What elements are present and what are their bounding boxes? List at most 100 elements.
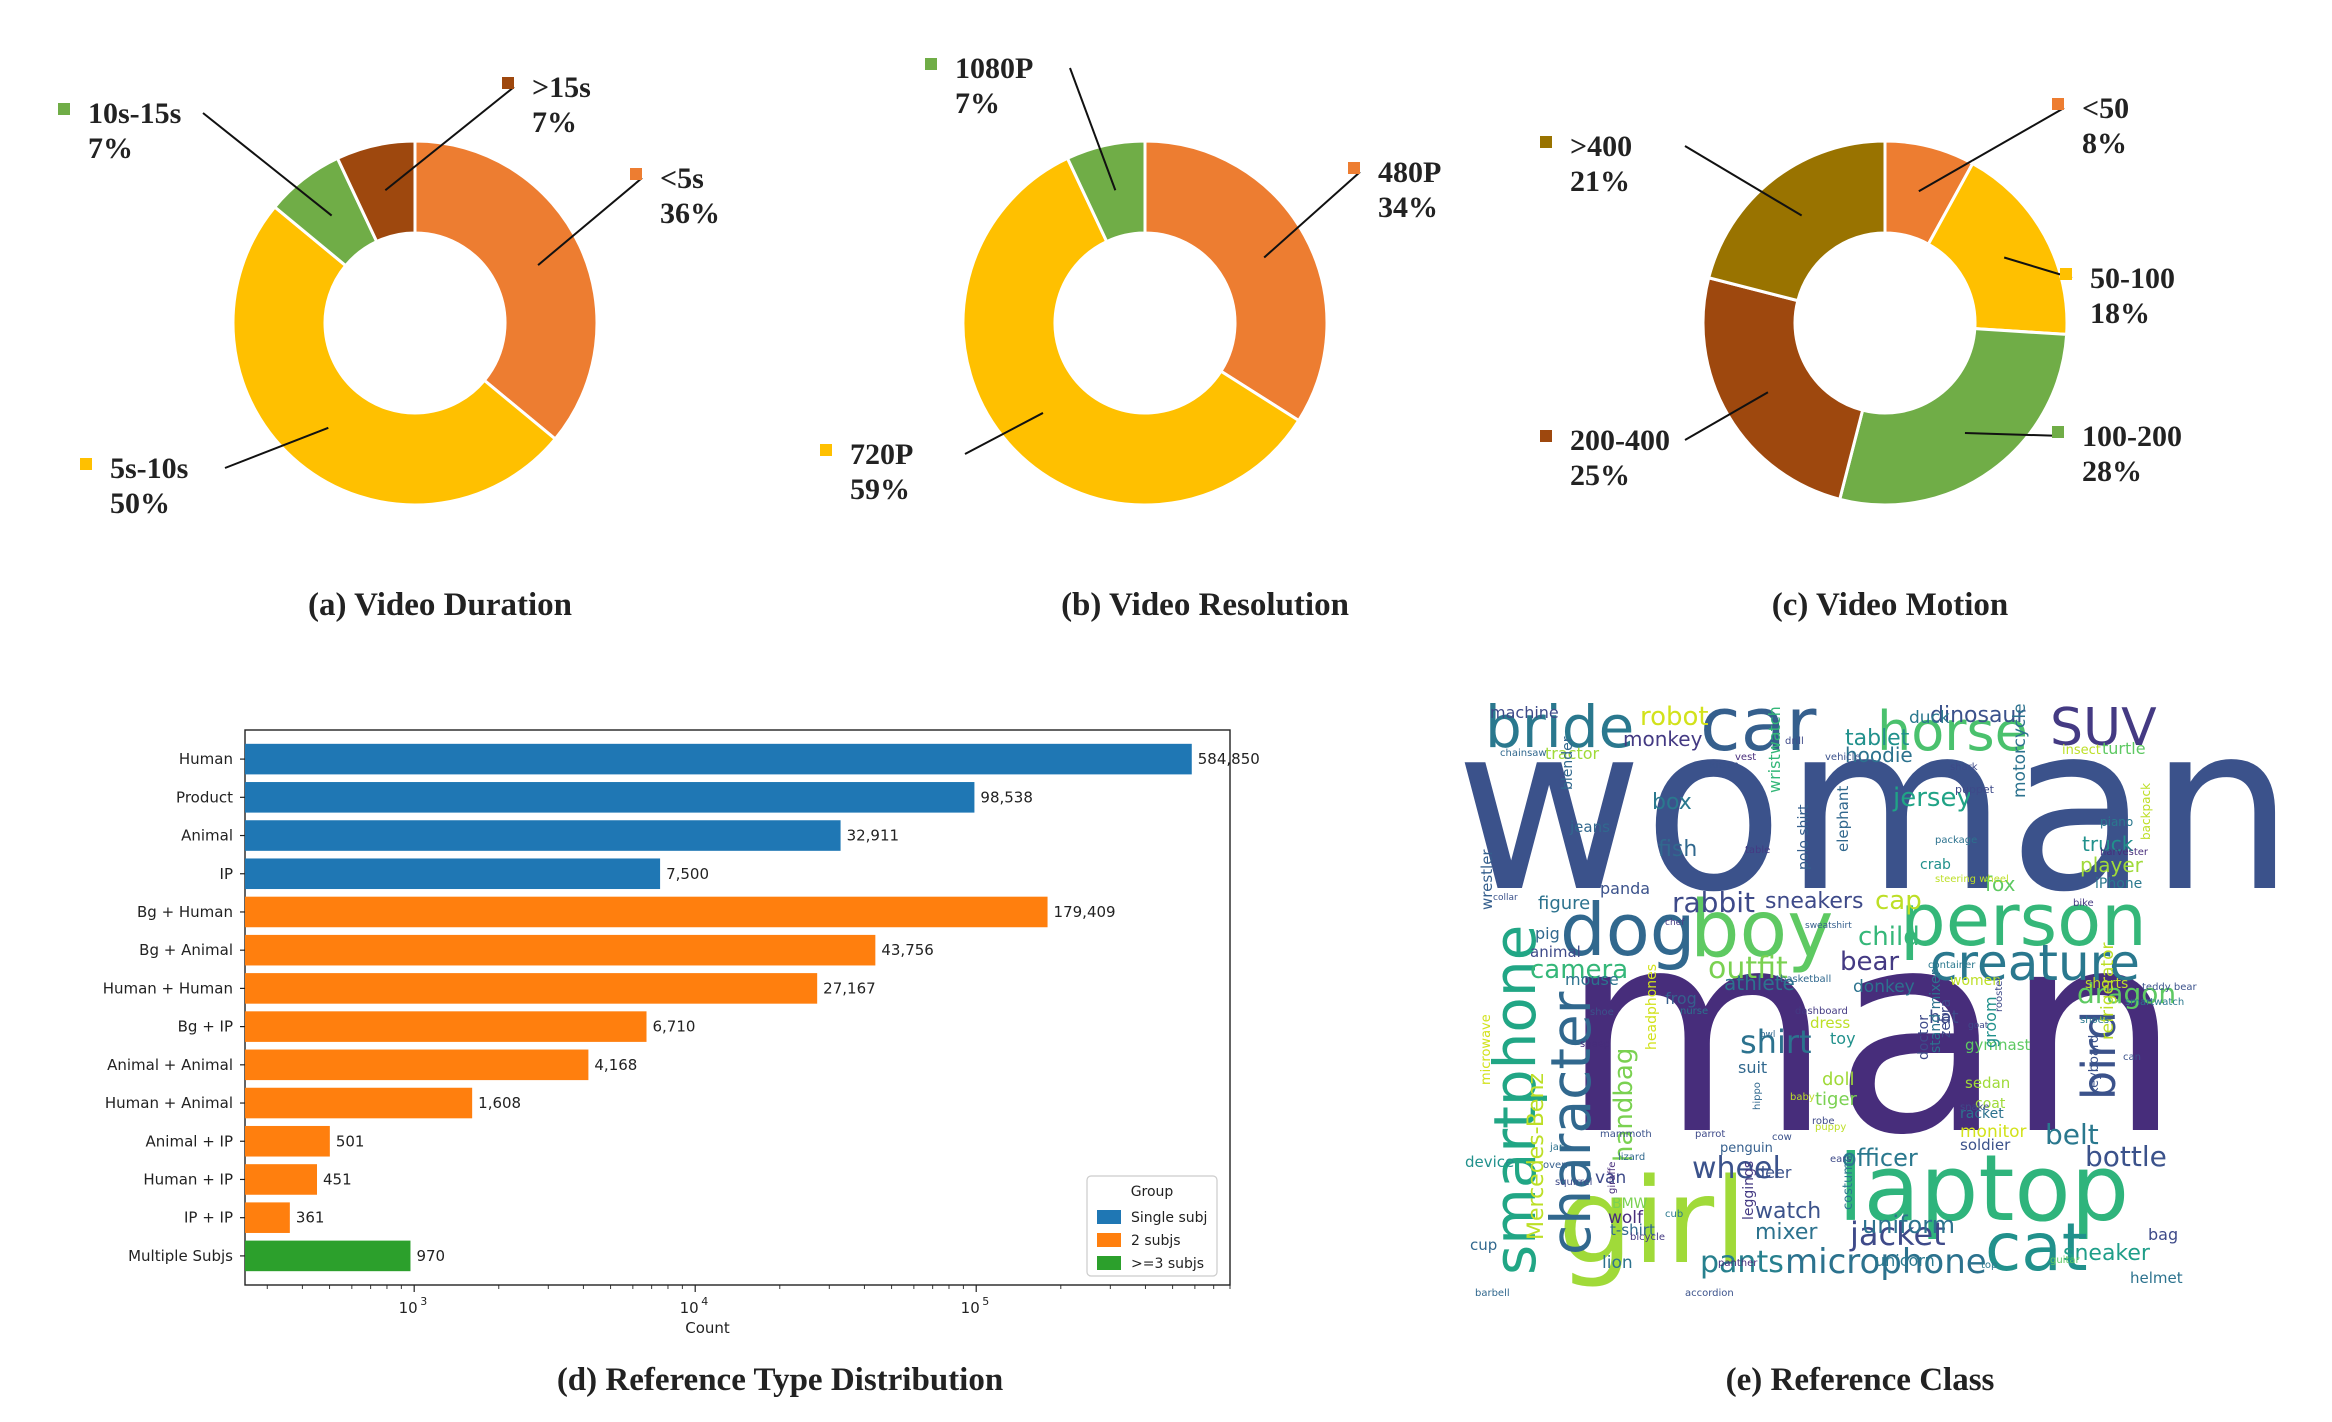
word-mouse: mouse — [1565, 970, 1619, 989]
slice-label-5s: <5s — [660, 162, 704, 195]
panel-title-c: (c) Video Motion — [1772, 587, 2008, 623]
value-label-bg-human: 179,409 — [1054, 903, 1116, 921]
slice-15s — [335, 139, 417, 244]
word-fox: fox — [1985, 872, 2016, 896]
word-hippo: hippo — [1752, 1082, 1763, 1110]
word-wristwatch: wristwatch — [1765, 706, 1784, 793]
word-gymnast: gymnast — [1965, 1036, 2031, 1054]
word-woman: woman — [1455, 676, 2295, 943]
word-jeans: jeans — [1569, 818, 1610, 836]
word-sheep: sheep — [1580, 1039, 1610, 1050]
word-piano: piano — [2100, 815, 2133, 829]
value-label-multiple-subjs: 970 — [416, 1247, 445, 1265]
word-smartphone: smartphone — [1481, 925, 1549, 1275]
x-tick-exponent: 3 — [420, 1295, 427, 1308]
word-headphones: headphones — [1644, 964, 1660, 1050]
word-cow: cow — [1772, 1132, 1792, 1143]
word-coat: coat — [1975, 1096, 2006, 1112]
word-container: container — [1928, 960, 1976, 971]
slice-400 — [1706, 139, 1887, 303]
x-tick-label: 10 — [961, 1299, 980, 1317]
word-chainsaw: chainsaw — [1500, 748, 1547, 759]
panel-title-d: (d) Reference Type Distribution — [557, 1362, 1003, 1398]
category-label-product: Product — [176, 788, 233, 806]
word-turtle: turtle — [2102, 739, 2146, 758]
word-suit: suit — [1738, 1058, 1767, 1077]
bar-bg-ip — [245, 1011, 647, 1042]
word-van: van — [1595, 1168, 1626, 1188]
legend-swatch-15s — [502, 77, 514, 89]
word-crab: crab — [1920, 857, 1951, 873]
legend-swatch-2-subjs — [1097, 1233, 1121, 1247]
word-leggings: leggings — [1741, 1161, 1757, 1220]
word-bride: bride — [1485, 693, 1634, 761]
slice-percent-400: 21% — [1570, 165, 1630, 198]
slice-label-720p: 720P — [850, 438, 913, 471]
word-figure: figure — [1538, 893, 1590, 914]
word-table: table — [1745, 845, 1770, 856]
slice-label-10s-15s: 10s-15s — [88, 97, 181, 130]
word-accordion: accordion — [1685, 1288, 1734, 1299]
category-label-bg-ip: Bg + IP — [178, 1018, 233, 1036]
word-refrigerator: refrigerator — [2098, 943, 2118, 1040]
slice-200-400 — [1701, 275, 1865, 502]
word-animal: animal — [1530, 943, 1581, 961]
category-label-ip-ip: IP + IP — [184, 1209, 233, 1227]
word-car: car — [1700, 682, 1817, 768]
word-sweatshirt: sweatshirt — [1805, 921, 1852, 931]
word-vehicle: vehicle — [1825, 752, 1861, 763]
bar-bg-human — [245, 896, 1048, 928]
legend-entry-2-subjs: 2 subjs — [1131, 1233, 1181, 1249]
leader-line-720p — [964, 412, 1044, 455]
value-label-animal-animal: 4,168 — [594, 1056, 637, 1074]
word-sedan: sedan — [1965, 1074, 2010, 1092]
word-steering-wheel: steering wheel — [1935, 874, 2009, 885]
slice-label-50-100: 50-100 — [2090, 262, 2175, 295]
word-shoes: shoes — [2080, 1015, 2109, 1026]
word-drill: drill — [1785, 736, 1804, 747]
word-blender: blender — [1560, 736, 1576, 790]
word-outfit: outfit — [1708, 951, 1788, 986]
bar-multiple-subjs — [245, 1240, 411, 1272]
leader-line-1080p — [1069, 67, 1117, 191]
value-label-human-ip: 451 — [323, 1170, 352, 1188]
value-label-bg-ip: 6,710 — [653, 1018, 696, 1036]
word-baby: baby — [1790, 1092, 1815, 1103]
category-label-ip: IP — [220, 865, 233, 883]
leader-line-15s — [384, 86, 515, 192]
word-lion: lion — [1602, 1253, 1633, 1273]
word-handbag: handbag — [1609, 1048, 1639, 1162]
word-wrestler: wrestler — [1478, 849, 1496, 910]
word-mammoth: mammoth — [1600, 1129, 1652, 1140]
slice-label-15s: >15s — [532, 71, 591, 104]
word-sneakers: sneakers — [1765, 889, 1863, 914]
legend-swatch-single-subj — [1097, 1210, 1121, 1224]
slice-label-200-400: 200-400 — [1570, 424, 1670, 457]
legend-swatch-720p — [820, 444, 832, 456]
word-pig: pig — [1535, 924, 1560, 943]
panel-title-a: (a) Video Duration — [308, 587, 572, 623]
x-tick-label: 10 — [399, 1299, 418, 1317]
word-panther: panther — [1718, 1258, 1758, 1269]
word-tablet: tablet — [1845, 726, 1910, 751]
value-label-animal: 32,911 — [847, 827, 900, 845]
word-watch: watch — [1755, 1199, 1821, 1224]
word-athlete: athlete — [1724, 971, 1795, 995]
slice-100-200 — [1837, 327, 2069, 507]
word-shark: shark — [1950, 762, 1978, 773]
word-women: women — [1950, 973, 2001, 989]
slice-percent-5s: 36% — [660, 197, 720, 230]
legend-swatch-100-200 — [2052, 426, 2064, 438]
word-truck: truck — [2082, 832, 2134, 856]
category-label-multiple-subjs: Multiple Subjs — [128, 1247, 233, 1265]
word-sneaker: sneaker — [2063, 1241, 2151, 1266]
word-character: character — [1539, 991, 1603, 1255]
word-box: box — [1652, 790, 1692, 815]
word-fish: fish — [1658, 837, 1697, 862]
word-parrot: parrot — [1695, 1129, 1725, 1140]
word-puppet: puppet — [1955, 783, 1995, 796]
slice-480p — [1143, 139, 1329, 423]
word-unicorn: unicorn — [1875, 1251, 1935, 1270]
word-cup: cup — [1470, 1236, 1497, 1254]
